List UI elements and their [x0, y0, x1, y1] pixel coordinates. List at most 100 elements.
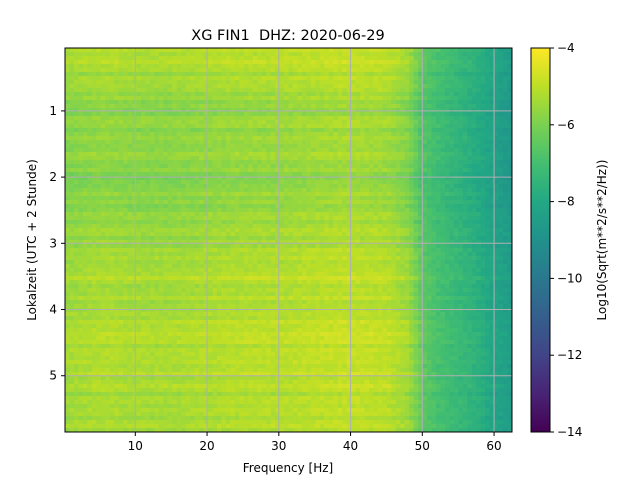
heatmap-cell: [208, 104, 214, 109]
heatmap-cell: [391, 112, 397, 117]
heatmap-cell: [234, 236, 240, 241]
heatmap-cell: [467, 104, 473, 109]
heatmap-cell: [315, 96, 321, 101]
heatmap-cell: [288, 120, 294, 125]
heatmap-cell: [413, 228, 419, 233]
heatmap-cell: [324, 224, 330, 229]
heatmap-cell: [118, 84, 124, 89]
heatmap-cell: [230, 136, 236, 141]
heatmap-cell: [69, 116, 75, 121]
heatmap-cell: [292, 52, 299, 57]
heatmap-cell: [82, 240, 88, 245]
heatmap-cell: [158, 112, 164, 117]
heatmap-cell: [413, 140, 419, 145]
heatmap-cell: [158, 60, 164, 65]
heatmap-cell: [82, 80, 88, 85]
heatmap-cell: [480, 180, 486, 185]
heatmap-cell: [154, 188, 160, 193]
heatmap-cell: [462, 96, 468, 101]
heatmap-cell: [400, 208, 406, 213]
heatmap-cell: [172, 132, 178, 137]
heatmap-cell: [190, 140, 196, 145]
heatmap-cell: [185, 116, 191, 121]
heatmap-cell: [158, 116, 164, 121]
heatmap-cell: [413, 216, 419, 221]
heatmap-cell: [275, 80, 281, 85]
heatmap-cell: [351, 52, 357, 57]
heatmap-cell: [181, 68, 187, 73]
heatmap-cell: [82, 136, 88, 141]
heatmap-cell: [409, 176, 415, 181]
heatmap-cell: [382, 176, 388, 181]
heatmap-cell: [458, 212, 464, 217]
heatmap-cell: [418, 172, 424, 177]
heatmap-cell: [199, 104, 205, 109]
heatmap-cell: [248, 240, 254, 245]
heatmap-cell: [127, 240, 133, 245]
heatmap-cell: [114, 136, 120, 141]
heatmap-cell: [360, 160, 366, 165]
heatmap-cell: [377, 176, 383, 181]
heatmap-cell: [444, 48, 451, 53]
heatmap-cell: [230, 156, 236, 161]
heatmap-cell: [284, 72, 290, 77]
heatmap-cell: [386, 240, 392, 245]
heatmap-cell: [185, 168, 191, 173]
heatmap-cell: [114, 140, 120, 145]
heatmap-cell: [96, 236, 102, 241]
heatmap-cell: [158, 108, 164, 113]
heatmap-cell: [82, 236, 88, 241]
heatmap-cell: [199, 124, 205, 129]
heatmap-cell: [453, 244, 459, 249]
heatmap-cell: [476, 168, 482, 173]
heatmap-cell: [199, 60, 205, 65]
heatmap-cell: [458, 160, 464, 165]
heatmap-cell: [234, 208, 240, 213]
heatmap-cell: [248, 200, 254, 205]
heatmap-cell: [225, 92, 231, 97]
heatmap-cell: [409, 56, 415, 61]
heatmap-cell: [216, 200, 223, 205]
heatmap-cell: [333, 96, 339, 101]
heatmap-cell: [252, 112, 258, 117]
heatmap-cell: [212, 208, 218, 213]
heatmap-cell: [319, 180, 325, 185]
heatmap-cell: [301, 148, 307, 153]
heatmap-cell: [337, 64, 343, 69]
heatmap-cell: [158, 172, 164, 177]
heatmap-cell: [462, 212, 468, 217]
heatmap-cell: [489, 136, 495, 141]
heatmap-cell: [123, 212, 129, 217]
heatmap-cell: [270, 156, 276, 161]
heatmap-cell: [109, 180, 115, 185]
heatmap-cell: [342, 236, 348, 241]
heatmap-cell: [172, 64, 178, 69]
heatmap-cell: [100, 56, 106, 61]
heatmap-cell: [261, 244, 267, 249]
heatmap-cell: [163, 184, 169, 189]
heatmap-cell: [158, 216, 164, 221]
heatmap-cell: [275, 240, 281, 245]
heatmap-cell: [149, 136, 155, 141]
heatmap-cell: [328, 144, 334, 149]
heatmap-cell: [315, 92, 321, 97]
heatmap-cell: [462, 200, 468, 205]
heatmap-cell: [449, 88, 455, 93]
heatmap-cell: [315, 112, 321, 117]
heatmap-cell: [436, 152, 442, 157]
heatmap-cell: [91, 176, 97, 181]
heatmap-cell: [140, 48, 147, 53]
heatmap-cell: [346, 56, 352, 61]
heatmap-cell: [275, 68, 281, 73]
heatmap-cell: [127, 200, 133, 205]
heatmap-cell: [216, 224, 223, 229]
heatmap-cell: [199, 80, 205, 85]
heatmap-cell: [471, 216, 477, 221]
heatmap-cell: [436, 64, 442, 69]
heatmap-cell: [136, 200, 142, 205]
heatmap-cell: [346, 120, 352, 125]
heatmap-cell: [301, 232, 307, 237]
heatmap-cell: [413, 208, 419, 213]
heatmap-cell: [91, 180, 97, 185]
heatmap-cell: [279, 144, 285, 149]
